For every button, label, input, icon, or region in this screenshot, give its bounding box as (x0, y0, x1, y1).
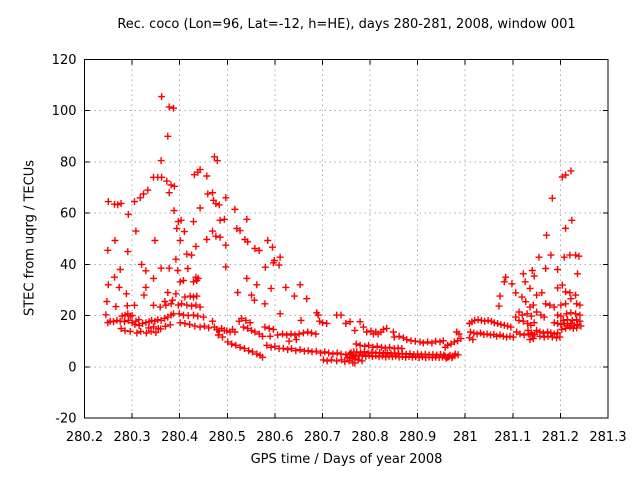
y-tick-label: 100 (52, 104, 77, 119)
x-tick-label: 280.5 (209, 430, 246, 445)
x-tick-label: 281.1 (494, 430, 531, 445)
x-tick-label: 281 (453, 430, 478, 445)
x-tick-label: 280.9 (399, 430, 436, 445)
y-tick-label: 20 (60, 309, 77, 324)
y-tick-label: -20 (55, 412, 76, 427)
y-tick-label: 0 (68, 360, 76, 375)
y-tick-label: 60 (60, 207, 77, 222)
x-axis-label: GPS time / Days of year 2008 (250, 452, 443, 467)
x-tick-label: 280.6 (256, 430, 293, 445)
x-tick-label: 280.4 (161, 430, 198, 445)
chart-title: Rec. coco (Lon=96, Lat=-12, h=HE), days … (117, 17, 576, 32)
plot-border (84, 59, 609, 419)
y-tick-label: 40 (60, 258, 77, 273)
x-tick-label: 281.2 (542, 430, 579, 445)
y-tick-label: 120 (52, 53, 77, 68)
scatter-points (102, 93, 585, 367)
x-tick-label: 281.3 (589, 430, 626, 445)
y-tick-label: 80 (60, 155, 77, 170)
x-tick-label: 280.7 (304, 430, 341, 445)
x-tick-label: 280.3 (113, 430, 150, 445)
x-tick-label: 280.8 (351, 430, 388, 445)
x-tick-label: 280.2 (66, 430, 103, 445)
